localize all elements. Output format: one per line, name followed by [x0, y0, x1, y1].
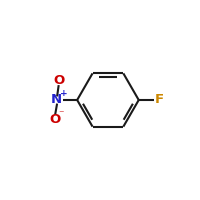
Text: F: F — [154, 93, 164, 106]
Text: O: O — [49, 113, 61, 126]
Text: ⁻: ⁻ — [58, 109, 64, 119]
Text: O: O — [53, 74, 64, 87]
Text: +: + — [60, 89, 67, 98]
Text: N: N — [51, 93, 62, 106]
